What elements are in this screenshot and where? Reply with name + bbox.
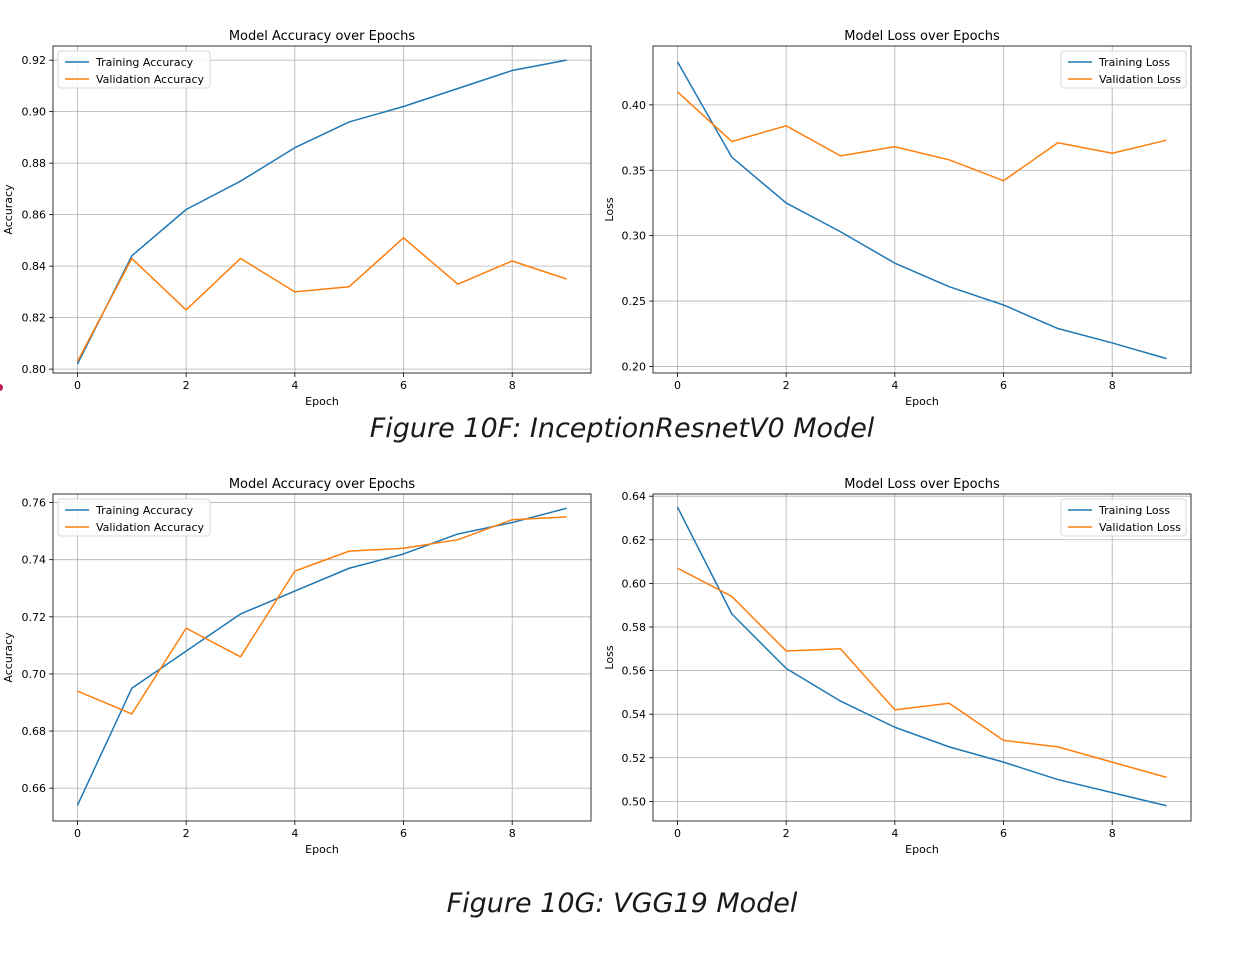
chart-vgg19-accuracy: 0 2 4 6 8 0.66 0.68 0.70 0.72 0.74 0.76 Model Accur…: [2, 477, 592, 856]
x-tick-label: 0: [674, 379, 681, 392]
plot-frame: [52, 45, 592, 374]
plot-frame: [652, 45, 1192, 374]
legend-label: Validation Accuracy: [96, 73, 205, 86]
legend-label: Training Accuracy: [95, 56, 194, 69]
x-axis-label: Epoch: [905, 395, 939, 408]
y-tick-label: 0.90: [22, 106, 47, 119]
y-tick-label: 0.68: [22, 725, 47, 738]
legend-label: Validation Accuracy: [96, 521, 205, 534]
chart-inception-accuracy: 0 2 4 6 8 0.80 0.82 0.84 0.86 0.88 0.90 0.92 Model A…: [2, 29, 592, 408]
y-tick-label: 0.58: [622, 621, 647, 634]
series-line-training: [676, 61, 1167, 360]
x-tick-label: 0: [674, 827, 681, 840]
y-tick-label: 0.86: [22, 209, 47, 222]
y-tick-label: 0.52: [622, 752, 647, 765]
legend: Training Accuracy Validation Accuracy: [57, 50, 211, 89]
x-tick-label: 8: [509, 827, 516, 840]
series-line-validation: [77, 516, 567, 715]
x-tick-label: 4: [891, 379, 898, 392]
chart-title: Model Accuracy over Epochs: [229, 477, 416, 492]
chart-title: Model Accuracy over Epochs: [229, 29, 416, 44]
figure-caption-10g: Figure 10G: VGG19 Model: [446, 888, 798, 919]
legend-label: Training Loss: [1098, 504, 1170, 517]
chart-title: Model Loss over Epochs: [844, 29, 1000, 44]
y-axis-label: Loss: [603, 197, 616, 221]
y-tick-label: 0.66: [22, 782, 47, 795]
y-tick-label: 0.74: [22, 554, 47, 567]
y-axis-label: Accuracy: [2, 632, 15, 683]
x-axis-label: Epoch: [305, 395, 339, 408]
x-tick-label: 6: [400, 827, 407, 840]
series-line-validation: [676, 91, 1167, 182]
y-tick-label: 0.56: [622, 665, 647, 678]
chart-inception-loss: 0 2 4 6 8 0.20 0.25 0.30 0.35 0.40 Model Loss over…: [603, 29, 1192, 408]
x-tick-label: 4: [291, 379, 298, 392]
y-axis-label: Accuracy: [2, 184, 15, 235]
legend-label: Training Accuracy: [95, 504, 194, 517]
legend-label: Validation Loss: [1099, 73, 1181, 86]
legend-label: Validation Loss: [1099, 521, 1181, 534]
y-tick-label: 0.80: [22, 363, 47, 376]
chart-vgg19-loss: 0 2 4 6 8 0.50 0.52 0.54 0.56 0.58 0.60 0.62 0.64 Mod…: [603, 477, 1192, 856]
y-tick-label: 0.20: [622, 360, 647, 373]
series-line-training: [76, 59, 567, 365]
series-line-training: [676, 506, 1167, 807]
y-axis-label: Loss: [603, 645, 616, 669]
y-tick-label: 0.88: [22, 157, 47, 170]
y-tick-label: 0.40: [622, 99, 647, 112]
x-tick-label: 6: [1000, 827, 1007, 840]
legend: Training Loss Validation Loss: [1060, 50, 1187, 89]
series-line-training: [76, 507, 567, 806]
x-tick-label: 4: [891, 827, 898, 840]
y-tick-label: 0.76: [22, 497, 47, 510]
y-tick-label: 0.84: [22, 260, 47, 273]
y-tick-label: 0.60: [622, 577, 647, 590]
figure-caption-10f: Figure 10F: InceptionResnetV0 Model: [369, 413, 875, 444]
chart-title: Model Loss over Epochs: [844, 477, 1000, 492]
y-tick-label: 0.54: [622, 708, 647, 721]
y-tick-label: 0.50: [622, 795, 647, 808]
x-tick-label: 8: [509, 379, 516, 392]
x-tick-label: 2: [183, 379, 190, 392]
plot-frame: [652, 493, 1192, 822]
y-tick-label: 0.92: [22, 54, 47, 67]
x-tick-label: 8: [1109, 379, 1116, 392]
series-line-validation: [677, 567, 1167, 779]
y-tick-label: 0.35: [622, 164, 647, 177]
y-tick-label: 0.70: [22, 668, 47, 681]
y-tick-label: 0.62: [622, 534, 647, 547]
y-tick-label: 0.30: [622, 230, 647, 243]
legend: Training Accuracy Validation Accuracy: [57, 498, 211, 537]
y-tick-label: 0.25: [622, 295, 647, 308]
legend: Training Loss Validation Loss: [1060, 498, 1187, 537]
y-tick-label: 0.72: [22, 611, 47, 624]
x-tick-label: 8: [1109, 827, 1116, 840]
x-tick-label: 4: [291, 827, 298, 840]
legend-label: Training Loss: [1098, 56, 1170, 69]
y-tick-label: 0.64: [622, 490, 647, 503]
x-axis-label: Epoch: [305, 843, 339, 856]
series-line-validation: [76, 237, 567, 362]
x-tick-label: 6: [400, 379, 407, 392]
x-tick-label: 2: [783, 827, 790, 840]
x-tick-label: 2: [783, 379, 790, 392]
x-axis-label: Epoch: [905, 843, 939, 856]
x-tick-label: 0: [74, 379, 81, 392]
x-tick-label: 6: [1000, 379, 1007, 392]
x-tick-label: 2: [183, 827, 190, 840]
plot-frame: [52, 493, 592, 822]
x-tick-label: 0: [74, 827, 81, 840]
y-tick-label: 0.82: [22, 312, 47, 325]
edge-marker-dot: [0, 384, 3, 391]
